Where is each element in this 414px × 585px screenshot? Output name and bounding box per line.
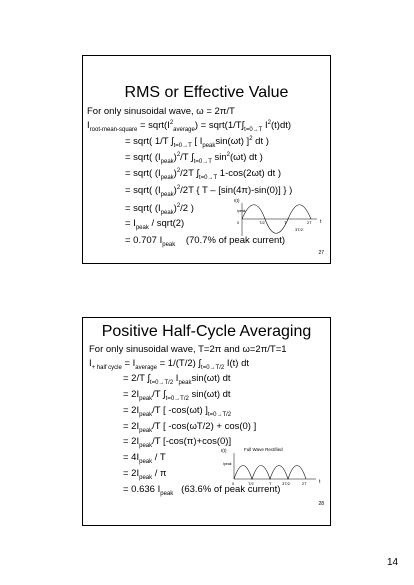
equation-line: = 2Ipeak/T [-cos(π)+cos(0)] [123,436,232,449]
graph-y-label: I(t) [234,198,240,203]
page-number: 14 [387,557,399,568]
equation-line: = sqrt( 1/T ∫t=0→T [ Ipeaksin(ωt) ]2 dt … [125,136,269,150]
slide-title: RMS or Effective Value [124,84,289,101]
tick-label: 3T/2 [282,481,291,486]
equation-line: For only sinusoidal wave, T=2π and ω=2π/… [89,344,287,355]
tick-label: T [269,481,272,486]
equation-line: = 4Ipeak / T [123,452,166,465]
equation-line: = 0.636 Ipeak (63.6% of peak current) [123,484,281,497]
graph-title: Full Wave Rectified [244,447,283,452]
sine-wave-graph: I(t) Ipeak 0 T/2 T 3T/2 2T t [234,198,322,236]
equation-line: = 2Ipeak/T [ -cos(ωt) ]t=0→T/2 [123,405,232,418]
equation-line: = 2Ipeak/T ∫t=0→T/2 sin(ωt) dt [123,389,231,402]
slide-half-cycle: Positive Half-Cycle Averaging For only s… [82,317,331,526]
equation-line: = 2Ipeak/T [ -cos(ωT/2) + cos(0) ] [123,421,257,434]
graph-peak-label: Ipeak [237,209,246,213]
tick-label: 3T/2 [295,227,304,232]
tick-label: 0 [237,220,240,225]
equation-line: = 2Ipeak / π [123,468,167,481]
slide-rms: RMS or Effective Value For only sinusoid… [82,55,331,264]
rectified-curve [233,465,307,480]
equation-line: = sqrt( (Ipeak)2/2T { T – [sin(4π)-sin(0… [125,185,293,199]
graph-x-axis-label: t [320,219,322,225]
equation-line: = Ipeak / sqrt(2) [125,218,185,231]
graph-peak-label: Ipeak [223,462,232,466]
equation-line: Iroot-mean-square = sqrt(I2average) = sq… [87,120,292,134]
tick-label: 2T [302,481,307,486]
tick-label: 2T [307,220,312,225]
equation-line: = sqrt( (Ipeak)2/2T ∫t=0→T 1-cos(2ωt) dt… [125,168,282,182]
rectified-wave-graph: Full Wave Rectified I(t) Ipeak 0 T/2 T 3… [221,447,321,486]
sine-curve [241,204,312,234]
equation-line: I+ half cycle = Iaverage = 1/(T/2) ∫t=0→… [89,358,250,371]
tick-label: 0 [232,481,235,486]
tick-label: T [284,220,287,225]
tick-label: T/2 [248,481,255,486]
slide-title: Positive Half-Cycle Averaging [101,323,312,340]
slide-number: 28 [318,501,324,507]
equation-line: = sqrt( (Ipeak)2/T ∫t=0→T sin2(ωt) dt ) [125,152,263,166]
tick-label: T/2 [259,220,266,225]
graph-y-label: I(t) [221,448,227,453]
equation-line: = sqrt( (Ipeak)2/2 ) [125,203,194,217]
graph-x-axis-label: t [319,479,321,485]
equation-line: = 0.707 Ipeak (70.7% of peak current) [125,235,286,248]
equation-line: For only sinusoidal wave, ω = 2π/T [87,106,235,117]
slide-number: 27 [318,250,324,256]
equation-line: = 2/T ∫t=0→T/2 Ipeaksin(ωt) dt [123,373,231,386]
